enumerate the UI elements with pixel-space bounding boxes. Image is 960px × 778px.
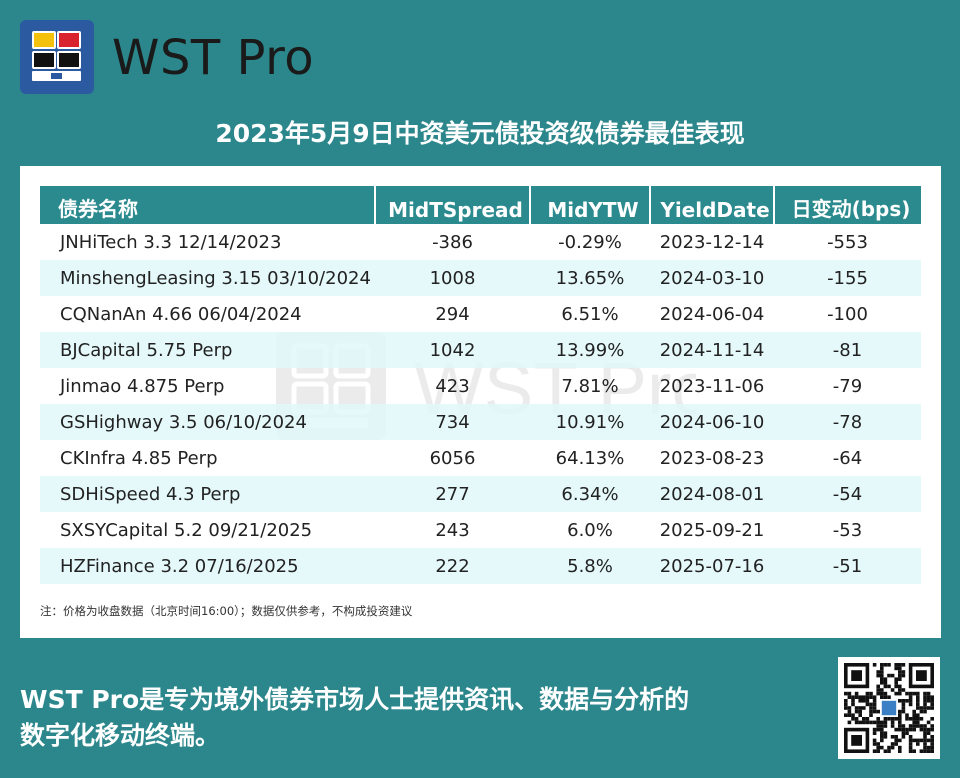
cell-yielddate: 2024-03-10 bbox=[650, 260, 774, 296]
cell-daily-change: -51 bbox=[774, 548, 921, 584]
cell-bond: CQNanAn 4.66 06/04/2024 bbox=[60, 303, 302, 325]
column-header-daily-change: 日变动(bps) bbox=[774, 186, 921, 224]
cell-midytw: 13.99% bbox=[530, 332, 650, 368]
brand-logo-icon bbox=[20, 20, 94, 94]
cell-midtspread: 423 bbox=[435, 375, 470, 397]
table-row: MinshengLeasing 3.15 03/10/2024 1008 13.… bbox=[40, 260, 921, 296]
cell-midytw: 7.81% bbox=[561, 375, 619, 397]
column-header-bond: 债券名称 bbox=[40, 186, 376, 224]
cell-midtspread: -386 bbox=[432, 231, 473, 253]
cell-daily-change: -54 bbox=[774, 476, 921, 512]
cell-yielddate: 2023-12-14 bbox=[659, 231, 765, 253]
column-header-midytw: MidYTW bbox=[530, 186, 651, 224]
cell-bond: SDHiSpeed 4.3 Perp bbox=[40, 476, 375, 512]
cell-daily-change: -53 bbox=[832, 519, 863, 541]
cell-yielddate: 2023-08-23 bbox=[659, 447, 765, 469]
cell-yielddate: 2025-07-16 bbox=[650, 548, 774, 584]
cell-bond: CKInfra 4.85 Perp bbox=[60, 447, 218, 469]
cell-midtspread: 1042 bbox=[375, 332, 530, 368]
cell-bond: MinshengLeasing 3.15 03/10/2024 bbox=[40, 260, 375, 296]
tagline-line-1: WST Pro是专为境外债券市场人士提供资讯、数据与分析的 bbox=[20, 685, 690, 714]
cell-daily-change: -155 bbox=[774, 260, 921, 296]
page-title: 2023年5月9日中资美元债投资级债券最佳表现 bbox=[215, 119, 745, 148]
disclaimer-note: 注：价格为收盘数据（北京时间16:00）；数据仅供参考，不构成投资建议 bbox=[40, 604, 413, 618]
cell-midytw: -0.29% bbox=[558, 231, 622, 253]
table-row: JNHiTech 3.3 12/14/2023 -386 -0.29% 2023… bbox=[40, 224, 921, 260]
cell-midtspread: 277 bbox=[375, 476, 530, 512]
cell-midtspread: 734 bbox=[375, 404, 530, 440]
cell-midtspread: 6056 bbox=[429, 447, 476, 469]
cell-yielddate: 2023-11-06 bbox=[659, 375, 765, 397]
cell-yielddate: 2024-11-14 bbox=[650, 332, 774, 368]
cell-midtspread: 243 bbox=[435, 519, 470, 541]
cell-bond: HZFinance 3.2 07/16/2025 bbox=[40, 548, 375, 584]
table-row: Jinmao 4.875 Perp 423 7.81% 2023-11-06 -… bbox=[40, 368, 921, 404]
cell-bond: SXSYCapital 5.2 09/21/2025 bbox=[60, 519, 313, 541]
tagline: WST Pro是专为境外债券市场人士提供资讯、数据与分析的 数字化移动终端。 bbox=[20, 682, 820, 754]
cell-midytw: 13.65% bbox=[530, 260, 650, 296]
table-panel: WST Pro 债券名称 MidTSpread MidYTW YieldDate… bbox=[20, 166, 941, 638]
cell-daily-change: -64 bbox=[832, 447, 863, 469]
table-header-row: 债券名称 MidTSpread MidYTW YieldDate 日变动(bps… bbox=[40, 186, 921, 224]
tagline-line-2: 数字化移动终端。 bbox=[20, 721, 221, 750]
cell-daily-change: -78 bbox=[774, 404, 921, 440]
cell-midytw: 6.34% bbox=[530, 476, 650, 512]
cell-yielddate: 2024-06-04 bbox=[659, 303, 765, 325]
brand-name: WST Pro bbox=[112, 30, 315, 86]
table-row: HZFinance 3.2 07/16/2025 222 5.8% 2025-0… bbox=[40, 548, 921, 584]
cell-daily-change: -553 bbox=[827, 231, 868, 253]
table-row: BJCapital 5.75 Perp 1042 13.99% 2024-11-… bbox=[40, 332, 921, 368]
cell-midytw: 5.8% bbox=[530, 548, 650, 584]
cell-midytw: 6.51% bbox=[561, 303, 619, 325]
cell-midtspread: 222 bbox=[375, 548, 530, 584]
cell-midtspread: 294 bbox=[435, 303, 470, 325]
qr-code-icon bbox=[838, 657, 940, 759]
cell-bond: BJCapital 5.75 Perp bbox=[40, 332, 375, 368]
cell-daily-change: -79 bbox=[832, 375, 863, 397]
cell-yielddate: 2024-08-01 bbox=[650, 476, 774, 512]
cell-midytw: 64.13% bbox=[555, 447, 625, 469]
table-row: CKInfra 4.85 Perp 6056 64.13% 2023-08-23… bbox=[40, 440, 921, 476]
bond-table: 债券名称 MidTSpread MidYTW YieldDate 日变动(bps… bbox=[40, 186, 921, 584]
cell-midytw: 10.91% bbox=[530, 404, 650, 440]
cell-daily-change: -81 bbox=[774, 332, 921, 368]
cell-midytw: 6.0% bbox=[567, 519, 613, 541]
cell-midtspread: 1008 bbox=[375, 260, 530, 296]
column-header-midtspread: MidTSpread bbox=[375, 186, 531, 224]
column-header-yielddate: YieldDate bbox=[650, 186, 775, 224]
table-row: SDHiSpeed 4.3 Perp 277 6.34% 2024-08-01 … bbox=[40, 476, 921, 512]
cell-yielddate: 2024-06-10 bbox=[650, 404, 774, 440]
table-row: SXSYCapital 5.2 09/21/2025 243 6.0% 2025… bbox=[40, 512, 921, 548]
cell-bond: JNHiTech 3.3 12/14/2023 bbox=[60, 231, 282, 253]
cell-bond: GSHighway 3.5 06/10/2024 bbox=[40, 404, 375, 440]
cell-yielddate: 2025-09-21 bbox=[659, 519, 765, 541]
table-row: GSHighway 3.5 06/10/2024 734 10.91% 2024… bbox=[40, 404, 921, 440]
table-row: CQNanAn 4.66 06/04/2024 294 6.51% 2024-0… bbox=[40, 296, 921, 332]
cell-daily-change: -100 bbox=[827, 303, 868, 325]
cell-bond: Jinmao 4.875 Perp bbox=[60, 375, 225, 397]
